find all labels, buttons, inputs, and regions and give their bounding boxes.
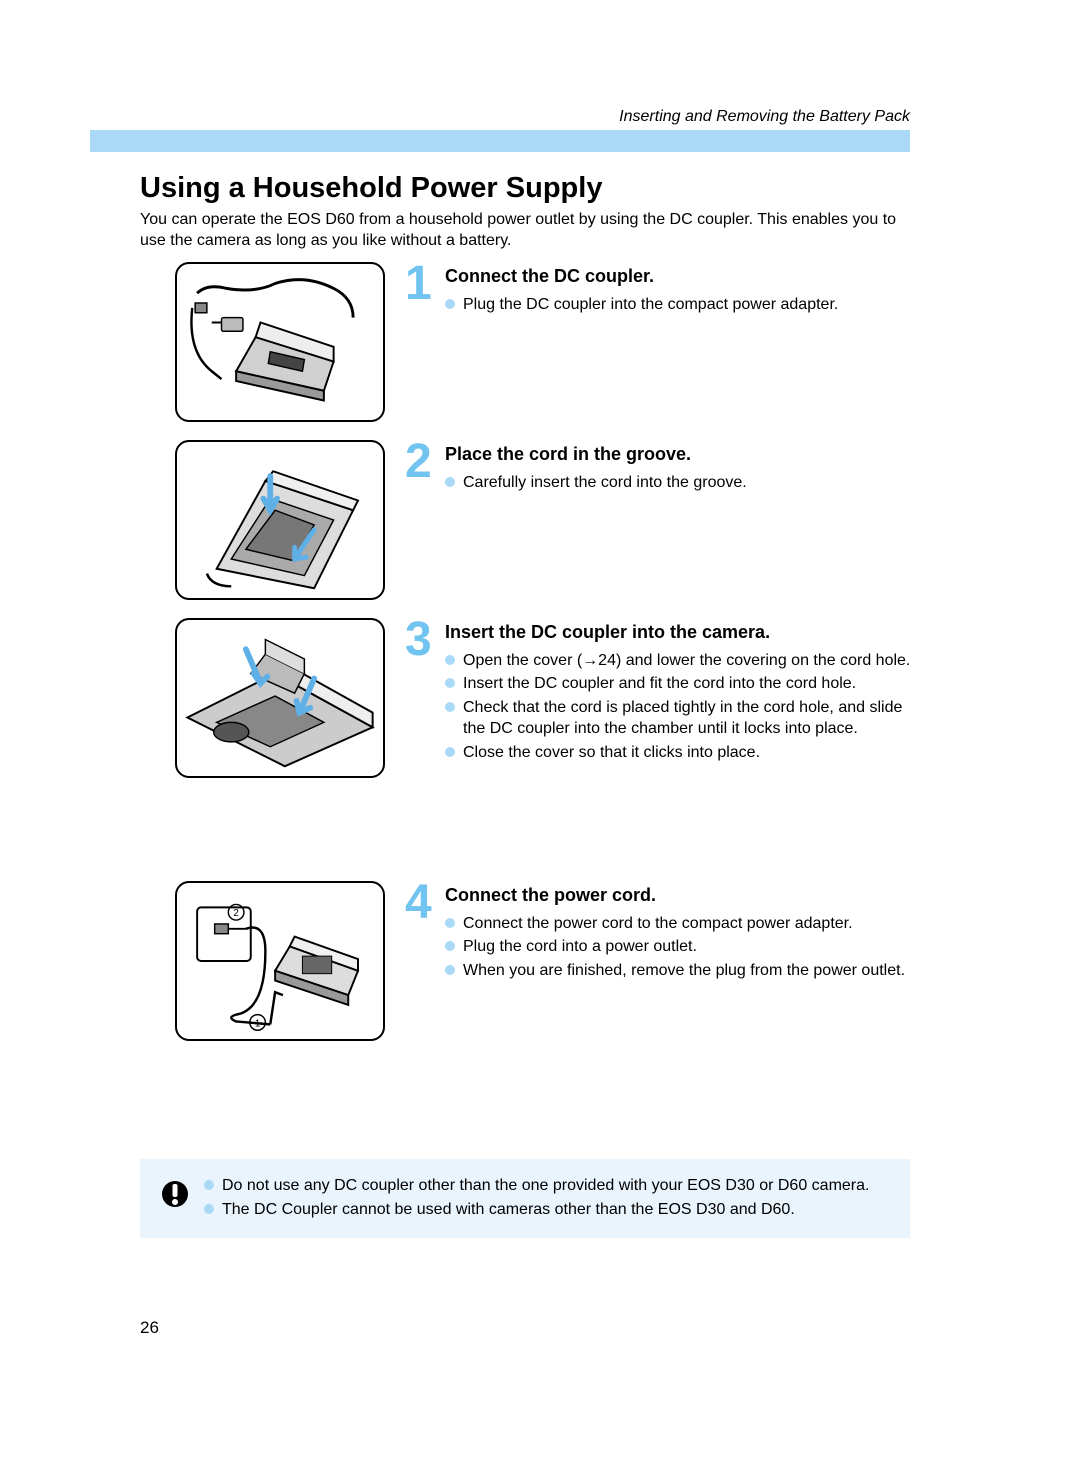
step-4-image: 2 1 bbox=[175, 881, 385, 1041]
svg-text:1: 1 bbox=[255, 1018, 260, 1029]
step-1-number: 1 bbox=[405, 262, 439, 305]
step-4: 2 1 4 Connect the power cord. Connect th… bbox=[175, 881, 915, 1041]
page-title: Using a Household Power Supply bbox=[140, 172, 602, 205]
bullet: Check that the cord is placed tightly in… bbox=[445, 697, 915, 740]
page-number: 26 bbox=[140, 1318, 159, 1338]
bullet: Open the cover (→24) and lower the cover… bbox=[445, 650, 915, 672]
step-3-bullets: Open the cover (→24) and lower the cover… bbox=[445, 650, 915, 764]
step-1-title: Connect the DC coupler. bbox=[445, 266, 915, 288]
step-3: 3 Insert the DC coupler into the camera.… bbox=[175, 618, 915, 863]
step-1-image bbox=[175, 262, 385, 422]
warning-item: The DC Coupler cannot be used with camer… bbox=[204, 1199, 890, 1221]
step-2-title: Place the cord in the groove. bbox=[445, 444, 915, 466]
bullet: Carefully insert the cord into the groov… bbox=[445, 472, 915, 494]
svg-text:2: 2 bbox=[233, 908, 238, 919]
step-3-number: 3 bbox=[405, 618, 439, 661]
bullet: Insert the DC coupler and fit the cord i… bbox=[445, 673, 915, 695]
bullet: Close the cover so that it clicks into p… bbox=[445, 742, 915, 764]
bullet: Plug the DC coupler into the compact pow… bbox=[445, 294, 915, 316]
step-2: 2 Place the cord in the groove. Carefull… bbox=[175, 440, 915, 600]
steps-container: 1 Connect the DC coupler. Plug the DC co… bbox=[175, 262, 915, 1059]
warning-list: Do not use any DC coupler other than the… bbox=[204, 1175, 890, 1222]
step-4-title: Connect the power cord. bbox=[445, 885, 915, 907]
step-2-bullets: Carefully insert the cord into the groov… bbox=[445, 472, 915, 494]
breadcrumb: Inserting and Removing the Battery Pack bbox=[619, 108, 910, 126]
step-1: 1 Connect the DC coupler. Plug the DC co… bbox=[175, 262, 915, 422]
bullet: Plug the cord into a power outlet. bbox=[445, 936, 915, 958]
step-3-title: Insert the DC coupler into the camera. bbox=[445, 622, 915, 644]
step-4-bullets: Connect the power cord to the compact po… bbox=[445, 913, 915, 982]
warning-box: Do not use any DC coupler other than the… bbox=[140, 1159, 910, 1238]
step-2-image bbox=[175, 440, 385, 600]
bullet: When you are finished, remove the plug f… bbox=[445, 960, 915, 982]
intro-text: You can operate the EOS D60 from a house… bbox=[140, 210, 900, 252]
step-1-bullets: Plug the DC coupler into the compact pow… bbox=[445, 294, 915, 316]
step-2-number: 2 bbox=[405, 440, 439, 483]
header-bar bbox=[90, 130, 910, 152]
step-4-number: 4 bbox=[405, 881, 439, 924]
step-3-image bbox=[175, 618, 385, 778]
bullet: Connect the power cord to the compact po… bbox=[445, 913, 915, 935]
warning-item: Do not use any DC coupler other than the… bbox=[204, 1175, 890, 1197]
warning-icon bbox=[160, 1177, 190, 1211]
